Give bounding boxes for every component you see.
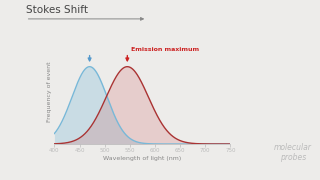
Text: Emission maximum: Emission maximum <box>131 47 199 52</box>
Text: molecular
probes: molecular probes <box>274 143 312 162</box>
X-axis label: Wavelength of light (nm): Wavelength of light (nm) <box>103 156 181 161</box>
Y-axis label: Frequency of event: Frequency of event <box>47 62 52 122</box>
Text: Stokes Shift: Stokes Shift <box>26 5 88 15</box>
